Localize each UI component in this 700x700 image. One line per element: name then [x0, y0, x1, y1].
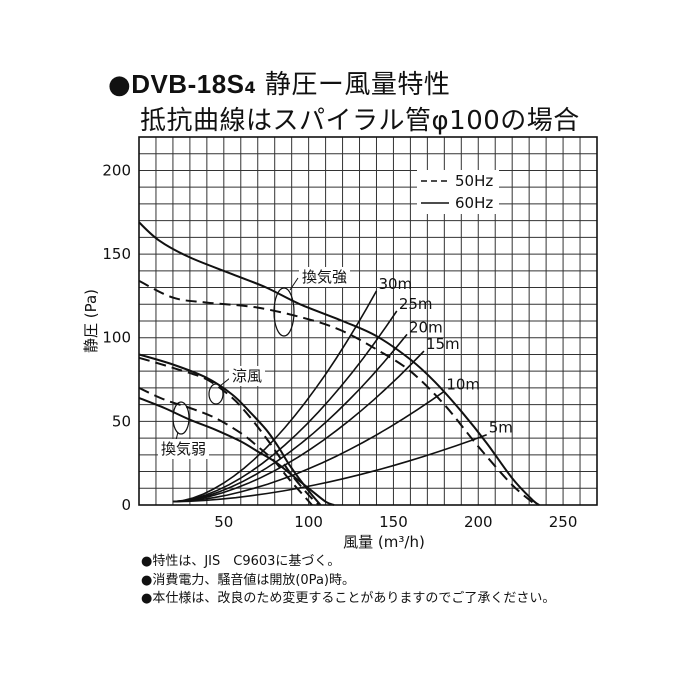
- x-axis-label: 風量 (m³/h): [343, 533, 425, 551]
- resistance-curve: [172, 433, 487, 503]
- y-tick-label: 100: [102, 329, 131, 347]
- axes: 50 100 150 200 250 0 50 100 150 200 風量 (m³/h) 静圧 (P…: [82, 161, 577, 551]
- model-subscript: 4: [244, 78, 257, 97]
- resistance-curve-label: 15m: [426, 335, 460, 353]
- fan-curve: [138, 279, 537, 506]
- mode-callout-ellipse: [208, 383, 224, 405]
- chart-subtitle: 静圧ー風量特性: [264, 70, 451, 100]
- mode-label-bg: [229, 366, 265, 386]
- resistance-curve: [172, 333, 408, 503]
- curves: [138, 221, 540, 506]
- legend-box: [417, 170, 499, 214]
- mode-label: 換気強: [302, 268, 347, 286]
- resistance-curve-label: 30m: [378, 275, 412, 293]
- note-item: ●特性は、JIS C9603に基づく。: [141, 554, 341, 569]
- y-axis-label: 静圧 (Pa): [82, 289, 100, 353]
- chart-title-line2: 抵抗曲線はスパイラル管φ100の場合: [140, 106, 580, 136]
- x-tick-label: 200: [464, 513, 493, 531]
- mode-callout-ellipse: [273, 287, 295, 337]
- notes: ●特性は、JIS C9603に基づく。 ●消費電力、騒音値は開放(0Pa)時。 …: [141, 553, 555, 609]
- model-name: DVB-18S: [131, 69, 245, 99]
- resistance-curve: [172, 290, 378, 503]
- y-tick-label: 50: [112, 412, 131, 430]
- fan-curve: [138, 221, 540, 506]
- plot-frame: [138, 136, 598, 506]
- x-tick-label: 50: [214, 513, 233, 531]
- mode-callout-leader: [219, 377, 231, 387]
- mode-label: 換気弱: [161, 440, 206, 458]
- note-item: ●消費電力、騒音値は開放(0Pa)時。: [141, 572, 355, 588]
- resistance-curve-label: 10m: [446, 375, 480, 393]
- resistance-curve: [172, 350, 425, 503]
- resistance-curve-label: 25m: [399, 295, 433, 313]
- legend-label: 60Hz: [455, 194, 493, 212]
- resistance-curve-label: 5m: [489, 419, 513, 437]
- resistance-curve: [172, 310, 398, 503]
- mode-callout-leader: [289, 277, 299, 291]
- mode-callout-leader: [175, 431, 179, 441]
- legend: 50Hz 60Hz: [417, 170, 499, 214]
- mode-label-bg: [158, 439, 209, 459]
- resistance-curve: [172, 390, 445, 503]
- resistance-curve-label: 20m: [409, 318, 443, 336]
- y-tick-label: 200: [102, 161, 131, 179]
- mode-callout-ellipse: [172, 401, 190, 435]
- fan-curve: [138, 356, 320, 506]
- legend-label: 50Hz: [455, 172, 493, 190]
- title-bullet: ●: [108, 70, 132, 100]
- x-tick-label: 250: [549, 513, 578, 531]
- y-tick-label: 0: [121, 496, 131, 514]
- x-tick-label: 100: [294, 513, 323, 531]
- chart-title: ●DVB-18S4 静圧ー風量特性: [108, 64, 450, 101]
- mode-label: 涼風: [232, 367, 262, 385]
- x-tick-label: 150: [379, 513, 408, 531]
- fan-curve: [138, 396, 335, 506]
- y-tick-label: 150: [102, 245, 131, 263]
- mode-label-bg: [299, 267, 350, 287]
- note-item: ●本仕様は、改良のため変更することがありますのでご了承ください。: [141, 591, 556, 606]
